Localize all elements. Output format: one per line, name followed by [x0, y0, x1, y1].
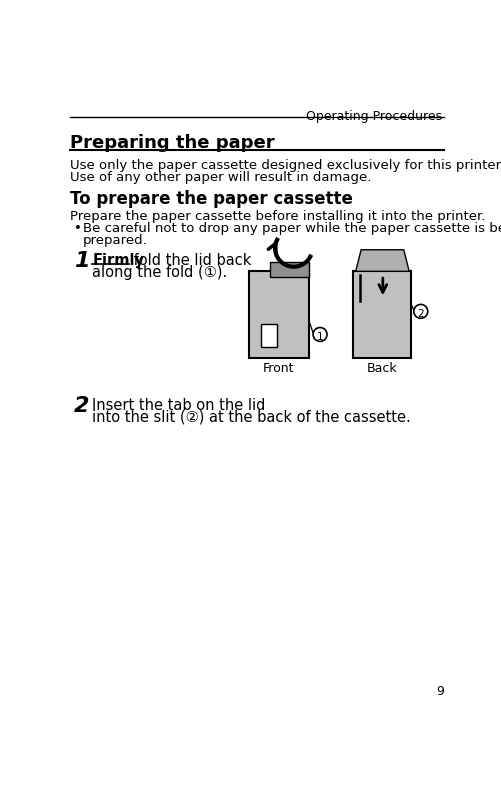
Text: Back: Back — [366, 362, 397, 375]
Text: Insert the tab on the lid: Insert the tab on the lid — [92, 397, 265, 413]
Text: Be careful not to drop any paper while the paper cassette is being: Be careful not to drop any paper while t… — [83, 222, 501, 235]
Text: Use only the paper cassette designed exclusively for this printer.: Use only the paper cassette designed exc… — [70, 159, 501, 172]
Text: prepared.: prepared. — [83, 235, 147, 247]
Text: Preparing the paper: Preparing the paper — [70, 134, 275, 152]
Text: 9: 9 — [435, 685, 443, 698]
Circle shape — [313, 327, 326, 342]
Text: 1: 1 — [74, 251, 89, 271]
Text: 2: 2 — [417, 309, 423, 318]
Text: 1: 1 — [316, 332, 323, 342]
Text: into the slit (②) at the back of the cassette.: into the slit (②) at the back of the cas… — [92, 410, 410, 425]
Text: •: • — [74, 222, 81, 235]
Text: Operating Procedures: Operating Procedures — [306, 109, 441, 123]
Circle shape — [413, 304, 427, 318]
Text: along the fold (①).: along the fold (①). — [92, 265, 227, 280]
Polygon shape — [248, 271, 309, 358]
Polygon shape — [355, 250, 408, 271]
Polygon shape — [261, 324, 276, 347]
Polygon shape — [270, 262, 309, 278]
Text: Use of any other paper will result in damage.: Use of any other paper will result in da… — [70, 172, 371, 184]
Text: Front: Front — [263, 362, 294, 375]
Polygon shape — [353, 271, 411, 358]
Text: Prepare the paper cassette before installing it into the printer.: Prepare the paper cassette before instal… — [70, 210, 485, 223]
Text: fold the lid back: fold the lid back — [128, 253, 250, 268]
Text: Firmly: Firmly — [92, 253, 144, 268]
Text: To prepare the paper cassette: To prepare the paper cassette — [70, 190, 353, 207]
Text: 2: 2 — [74, 396, 89, 416]
